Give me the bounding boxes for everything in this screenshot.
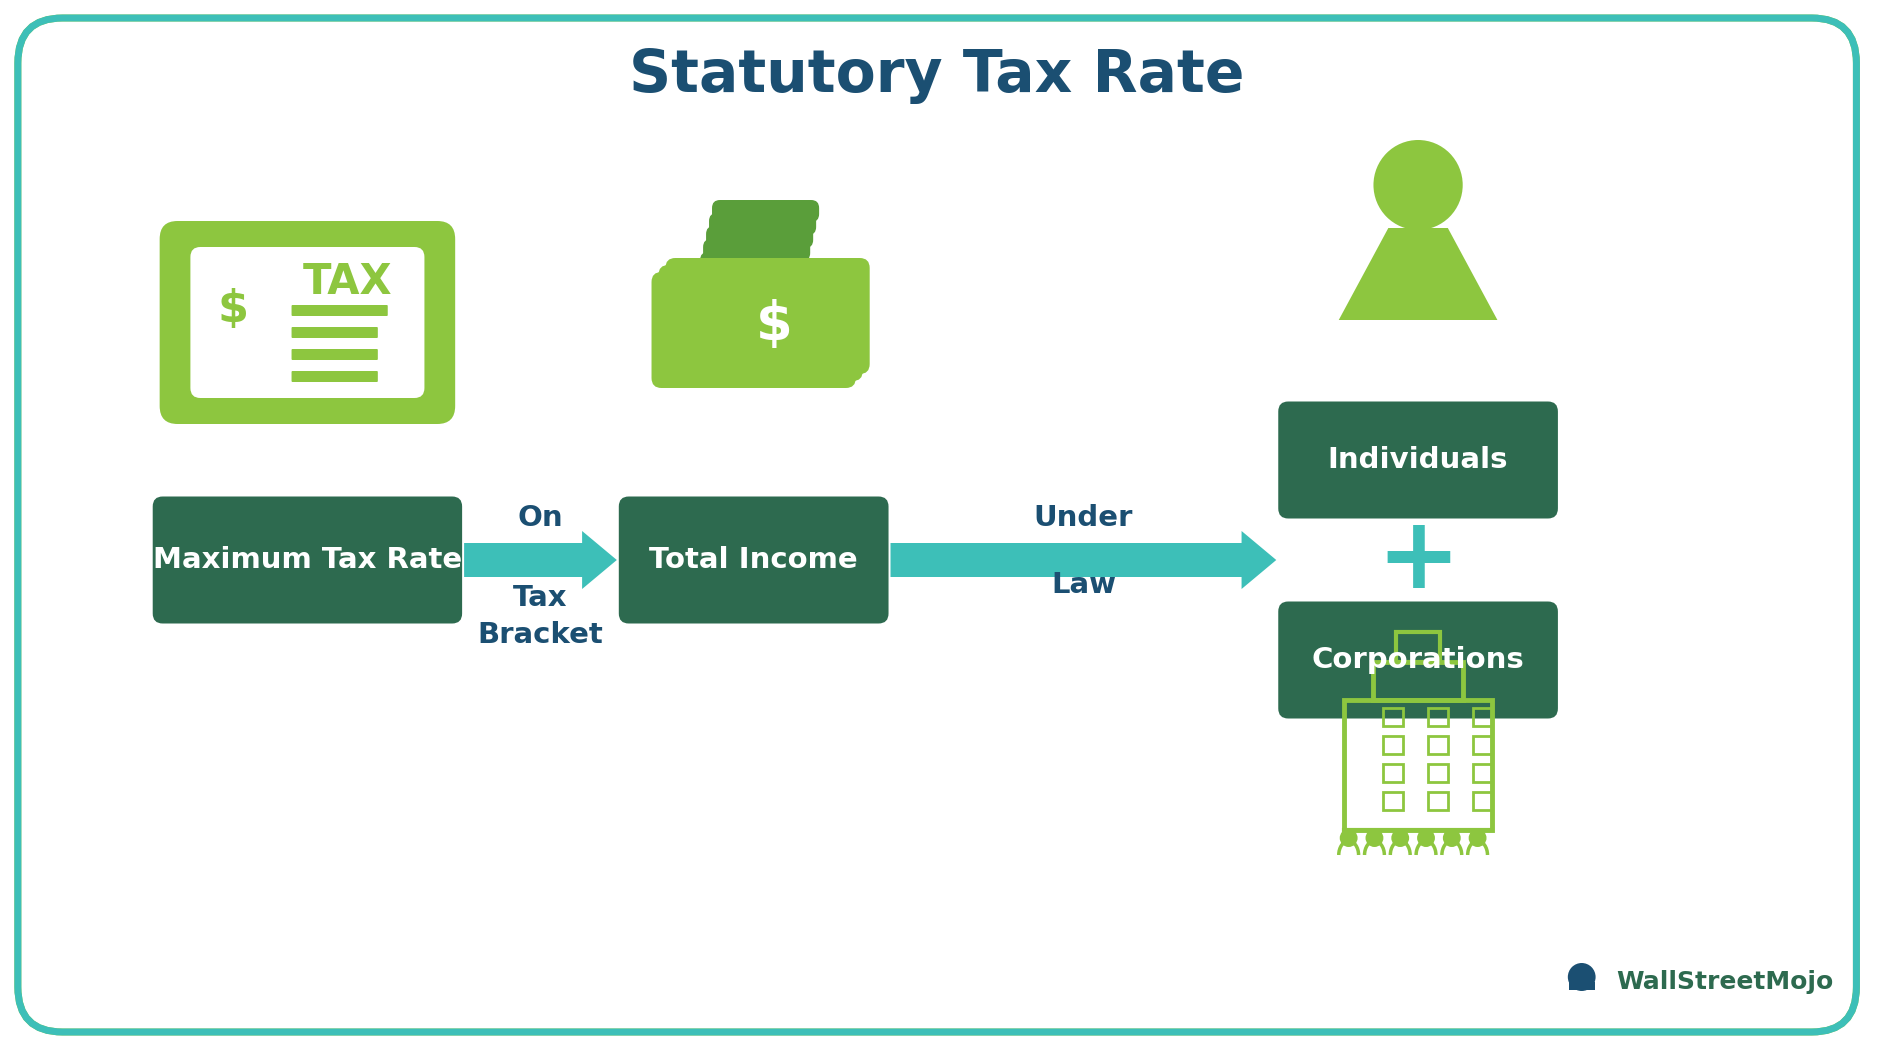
Text: Under: Under — [1033, 504, 1133, 532]
Circle shape — [1339, 830, 1356, 847]
FancyBboxPatch shape — [195, 293, 202, 304]
FancyBboxPatch shape — [1277, 602, 1557, 718]
Circle shape — [1468, 830, 1487, 847]
FancyBboxPatch shape — [1277, 401, 1557, 519]
Text: Individuals: Individuals — [1328, 446, 1507, 474]
Circle shape — [1417, 830, 1434, 847]
FancyBboxPatch shape — [159, 220, 455, 424]
FancyBboxPatch shape — [191, 247, 425, 398]
Text: Tax: Tax — [514, 584, 567, 612]
FancyBboxPatch shape — [291, 327, 378, 338]
FancyBboxPatch shape — [153, 497, 463, 624]
Text: +: + — [1375, 511, 1458, 609]
Text: Bracket: Bracket — [478, 621, 603, 649]
Text: WallStreetMojo: WallStreetMojo — [1615, 970, 1832, 994]
FancyBboxPatch shape — [291, 304, 387, 316]
FancyBboxPatch shape — [665, 258, 869, 374]
FancyBboxPatch shape — [706, 226, 812, 248]
FancyBboxPatch shape — [699, 252, 807, 274]
Circle shape — [1390, 830, 1409, 847]
Text: On: On — [518, 504, 563, 532]
FancyArrow shape — [890, 531, 1275, 589]
FancyBboxPatch shape — [195, 353, 202, 365]
Circle shape — [1441, 830, 1460, 847]
Text: Total Income: Total Income — [650, 546, 858, 574]
FancyBboxPatch shape — [712, 200, 818, 222]
FancyBboxPatch shape — [195, 253, 202, 265]
Circle shape — [1568, 963, 1594, 991]
Text: $: $ — [756, 299, 793, 351]
Circle shape — [1364, 830, 1383, 847]
FancyBboxPatch shape — [195, 333, 202, 345]
FancyBboxPatch shape — [618, 497, 888, 624]
FancyBboxPatch shape — [195, 373, 202, 385]
FancyBboxPatch shape — [657, 265, 861, 381]
Text: $: $ — [217, 289, 249, 332]
FancyBboxPatch shape — [195, 273, 202, 285]
Text: Corporations: Corporations — [1311, 646, 1524, 674]
FancyBboxPatch shape — [291, 371, 378, 382]
Polygon shape — [1337, 228, 1496, 320]
Text: Law: Law — [1050, 571, 1115, 598]
FancyBboxPatch shape — [708, 213, 816, 235]
FancyArrow shape — [465, 531, 616, 589]
Text: Statutory Tax Rate: Statutory Tax Rate — [629, 46, 1245, 104]
FancyBboxPatch shape — [1568, 982, 1594, 990]
Text: Maximum Tax Rate: Maximum Tax Rate — [153, 546, 461, 574]
FancyBboxPatch shape — [291, 349, 378, 360]
FancyBboxPatch shape — [652, 272, 856, 388]
FancyBboxPatch shape — [703, 239, 810, 261]
Text: TAX: TAX — [302, 261, 391, 303]
Circle shape — [1373, 140, 1462, 230]
FancyBboxPatch shape — [195, 313, 202, 326]
